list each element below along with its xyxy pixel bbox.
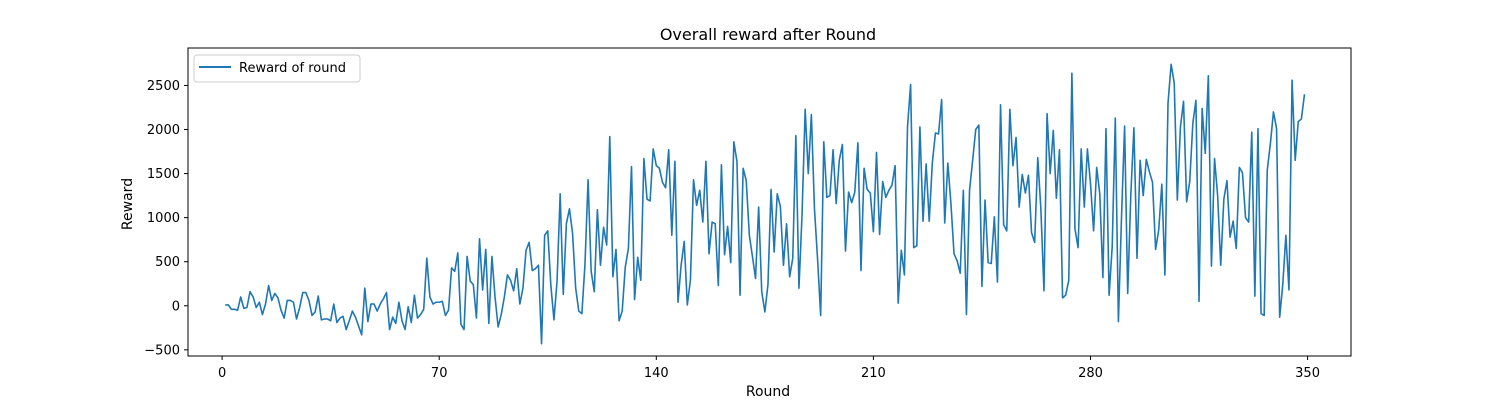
y-tick-label: 500 xyxy=(155,255,180,270)
y-tick-label: 2000 xyxy=(147,123,180,138)
x-axis-ticks: 0 70 140 210 280 350 xyxy=(218,356,1320,381)
y-tick-label: 1000 xyxy=(147,211,180,226)
x-tick-label: 280 xyxy=(1078,366,1103,381)
x-axis-label: Round xyxy=(746,384,790,400)
plot-frame xyxy=(187,47,1352,357)
legend: Reward of round xyxy=(193,54,361,83)
y-axis-ticks: −500 0 500 1000 1500 2000 2500 xyxy=(144,79,188,358)
x-tick-label: 0 xyxy=(218,366,226,381)
series-line xyxy=(225,63,1306,345)
y-tick-label: 2500 xyxy=(147,79,180,94)
chart-title: Overall reward after Round xyxy=(660,25,876,44)
series-layer xyxy=(225,63,1306,345)
x-tick-label: 210 xyxy=(861,366,886,381)
x-tick-label: 70 xyxy=(431,366,448,381)
y-axis-label: Reward xyxy=(120,178,136,230)
legend-label: Reward of round xyxy=(239,61,346,76)
y-tick-label: 1500 xyxy=(147,167,180,182)
legend-box xyxy=(193,54,361,83)
y-tick-label: −500 xyxy=(144,343,180,358)
y-tick-label: 0 xyxy=(172,299,180,314)
x-tick-label: 140 xyxy=(644,366,669,381)
x-tick-label: 350 xyxy=(1295,366,1320,381)
